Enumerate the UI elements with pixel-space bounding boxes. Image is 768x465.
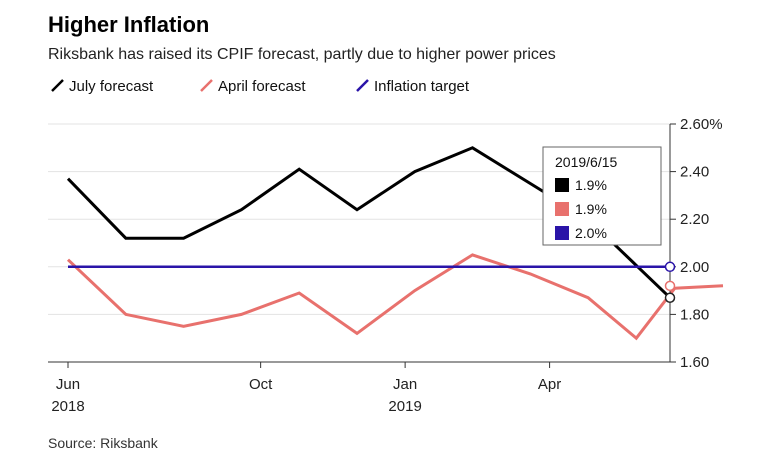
axes: 2.60% 2.40 2.20 2.00 1.80 1.60 Jun 2018 Oct Jan 20… <box>48 116 723 415</box>
y-tick-label-3: 2.00 <box>680 259 709 276</box>
tooltip-swatch-2 <box>555 226 569 240</box>
legend-label-1: April forecast <box>218 78 306 95</box>
x-tick-label-3: Apr <box>538 376 561 393</box>
tooltip-value-1: 1.9% <box>575 201 607 217</box>
y-tick-label-2: 2.20 <box>680 211 709 228</box>
tooltip-value-0: 1.9% <box>575 177 607 193</box>
legend: July forecast April forecast Inflation tar… <box>51 78 470 95</box>
y-tick-label-4: 1.80 <box>680 306 709 323</box>
legend-label-0: July forecast <box>69 78 154 95</box>
tooltip-swatch-1 <box>555 202 569 216</box>
source-note: Source: Riksbank <box>48 435 159 451</box>
y-tick-label-1: 2.40 <box>680 164 709 181</box>
y-tick-label-0: 2.60% <box>680 116 723 133</box>
chart-title: Higher Inflation <box>48 12 209 37</box>
x-tick-label-0: Jun <box>56 376 80 393</box>
y-tick-label-5: 1.60 <box>680 354 709 371</box>
x-tick-label-2: Jan <box>393 376 417 393</box>
tooltip-value-2: 2.0% <box>575 225 607 241</box>
end-marker-1 <box>664 280 676 292</box>
series-line-1 <box>66 253 724 341</box>
legend-swatch-2 <box>356 79 369 92</box>
end-marker-2 <box>664 292 676 303</box>
legend-label-2: Inflation target <box>374 78 470 95</box>
tooltip-swatch-0 <box>555 178 569 192</box>
series-end-markers <box>664 261 676 303</box>
tooltip-date: 2019/6/15 <box>555 154 617 170</box>
x-tick-year-0: 2018 <box>51 398 84 415</box>
tooltip: 2019/6/15 1.9% 1.9% 2.0% <box>542 146 662 246</box>
x-tick-label-1: Oct <box>249 376 273 393</box>
legend-swatch-1 <box>200 79 213 92</box>
x-tick-year-2: 2019 <box>388 398 421 415</box>
end-marker-0 <box>664 261 676 273</box>
chart-subtitle: Riksbank has raised its CPIF forecast, p… <box>48 46 556 63</box>
legend-swatch-0 <box>51 79 64 92</box>
